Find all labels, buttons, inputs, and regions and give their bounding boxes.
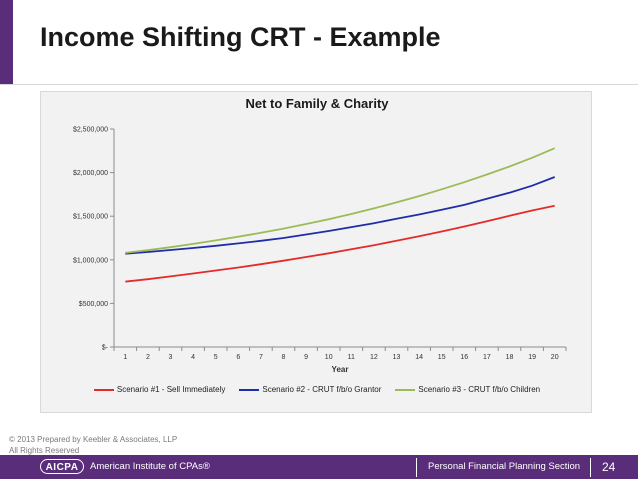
footer-divider	[416, 458, 417, 477]
x-tick-label: 16	[460, 354, 468, 361]
chart-area: $- $500,000 $1,000,000 $1,500,000 $2,000,000…	[40, 91, 592, 413]
organization-name: American Institute of CPAs®	[90, 461, 210, 472]
section-name: Personal Financial Planning Section	[428, 461, 581, 472]
x-tick-label: 17	[483, 354, 491, 361]
footer-divider-2	[590, 458, 591, 477]
legend-swatch	[93, 388, 114, 391]
copyright-line-2: All Rights Reserved	[9, 446, 80, 455]
x-tick-label: 7	[259, 354, 263, 361]
x-tick-label: 2	[146, 354, 150, 361]
copyright-notice: © 2013 Prepared by Keebler & Associates,…	[9, 434, 177, 456]
legend-swatch	[239, 388, 260, 391]
x-tick-label: 11	[348, 354, 355, 361]
y-tick-label: $500,000	[79, 301, 108, 308]
title-divider	[0, 84, 638, 85]
legend-label: Scenario #2 - CRUT f/b/o Grantor	[262, 385, 382, 394]
x-tick-label: 4	[191, 354, 195, 361]
x-tick-label: 9	[304, 354, 308, 361]
x-tick-label: 15	[438, 354, 446, 361]
x-tick-label: 18	[506, 354, 514, 361]
title-accent-bar	[0, 0, 13, 84]
series-line-2	[125, 176, 556, 255]
legend-label: Scenario #3 - CRUT f/b/o Children	[418, 385, 541, 394]
x-tick-label: 13	[393, 354, 401, 361]
x-tick-label: 3	[169, 354, 173, 361]
x-tick-label: 14	[415, 354, 423, 361]
x-tick-label: 10	[325, 354, 333, 361]
x-tick-label: 6	[236, 354, 240, 361]
legend-swatch	[395, 388, 416, 391]
chart-title: Net to Family & Charity	[245, 96, 389, 111]
copyright-line-1: © 2013 Prepared by Keebler & Associates,…	[9, 435, 178, 444]
x-tick-label: 20	[551, 354, 559, 361]
x-axis-label: Year	[332, 365, 349, 374]
x-tick-label: 19	[528, 354, 536, 361]
legend-item-3: Scenario #3 - CRUT f/b/o Children	[395, 385, 540, 394]
legend-item-2: Scenario #2 - CRUT f/b/o Grantor	[239, 385, 381, 394]
y-tick-label: $1,000,000	[73, 257, 108, 264]
y-tick-label: $1,500,000	[73, 214, 108, 221]
y-tick-label: $2,500,000	[73, 127, 108, 134]
page-number: 24	[602, 460, 616, 474]
x-tick-label: 8	[282, 354, 286, 361]
legend-label: Scenario #1 - Sell Immediately	[116, 385, 226, 394]
slide-title: Income Shifting CRT - Example	[40, 22, 441, 52]
x-tick-label: 1	[123, 354, 127, 361]
y-tick-label: $2,000,000	[73, 170, 108, 177]
series-line-3	[125, 147, 556, 254]
chart-legend: Scenario #1 - Sell Immediately Scenario #…	[41, 385, 593, 394]
x-tick-label: 12	[370, 354, 378, 361]
y-tick-label: $-	[102, 345, 109, 352]
line-chart: $- $500,000 $1,000,000 $1,500,000 $2,000,000…	[73, 127, 567, 374]
x-tick-label: 5	[214, 354, 218, 361]
aicpa-logo: AICPA	[40, 459, 84, 474]
legend-item-1: Scenario #1 - Sell Immediately	[93, 385, 226, 394]
footer-bar	[0, 455, 638, 479]
series-line-1	[125, 204, 555, 283]
